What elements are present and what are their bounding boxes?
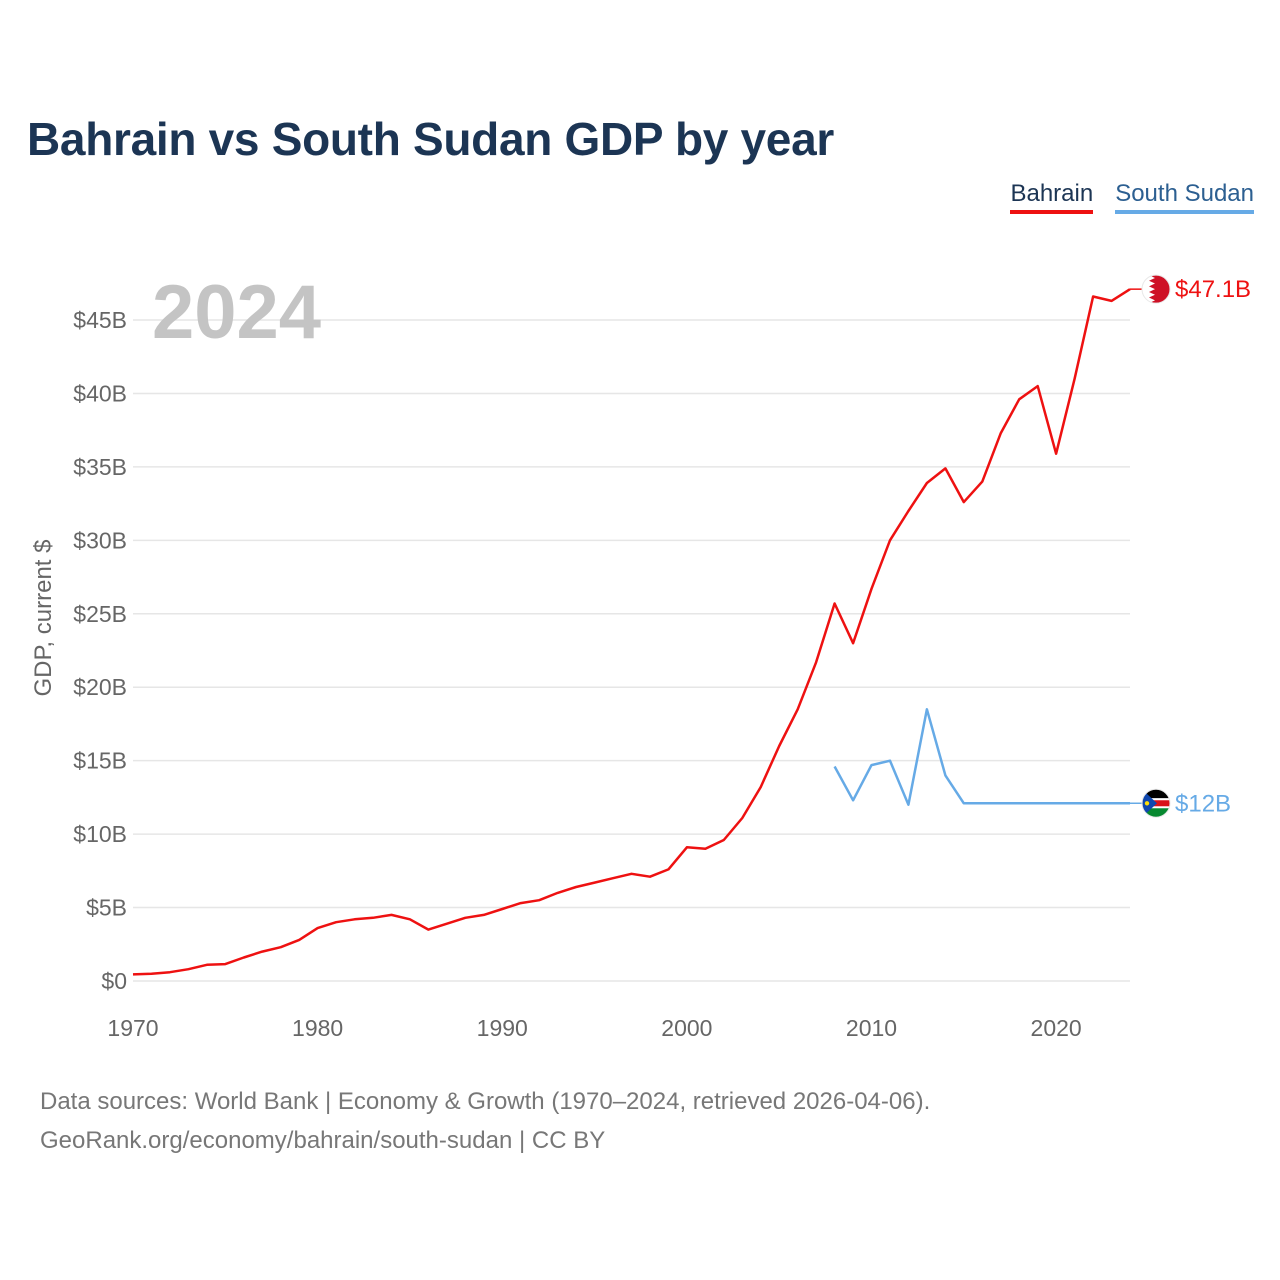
footer-source: Data sources: World Bank | Economy & Gro…	[40, 1088, 931, 1115]
year-watermark: 2024	[152, 270, 321, 355]
footer: Data sources: World Bank | Economy & Gro…	[40, 1082, 930, 1160]
series-line-south-sudan	[833, 708, 1130, 806]
y-tick-label: $10B	[73, 821, 127, 847]
x-tick-label: 1970	[107, 1015, 158, 1041]
y-tick-label: $25B	[73, 601, 127, 627]
y-axis-label: GDP, current $	[30, 540, 57, 697]
end-value-label-bahrain: $47.1B	[1175, 276, 1251, 303]
y-tick-label: $20B	[73, 674, 127, 700]
flag-bahrain-icon	[1142, 275, 1170, 304]
y-tick-label: $15B	[73, 748, 127, 774]
grid-lines	[133, 319, 1130, 982]
flag-south-sudan-icon	[1142, 789, 1170, 818]
legend-item-south-sudan[interactable]: South Sudan	[1115, 180, 1254, 214]
y-tick-label: $5B	[86, 895, 127, 921]
y-tick-label: $0	[101, 968, 127, 994]
y-tick-label: $45B	[73, 307, 127, 333]
footer-credit: GeoRank.org/economy/bahrain/south-sudan …	[40, 1127, 606, 1154]
y-axis-ticks: $0 $5B $10B $15B $20B $25B $30B $35B $40B $45B	[73, 307, 127, 994]
x-tick-label: 1980	[292, 1015, 343, 1041]
legend-item-bahrain[interactable]: Bahrain	[1010, 180, 1094, 214]
y-tick-label: $40B	[73, 380, 127, 406]
series-line-bahrain	[132, 288, 1131, 976]
x-tick-label: 1990	[477, 1015, 528, 1041]
chart-title: Bahrain vs South Sudan GDP by year	[27, 113, 834, 165]
y-tick-label: $35B	[73, 454, 127, 480]
y-tick-label: $30B	[73, 527, 127, 553]
legend: Bahrain South Sudan	[1010, 180, 1254, 214]
end-value-label-south-sudan: $12B	[1175, 790, 1231, 817]
x-tick-label: 2020	[1031, 1015, 1082, 1041]
series-lines	[132, 288, 1131, 976]
x-axis-ticks: 1970 1980 1990 2000 2010 2020	[107, 1015, 1081, 1041]
series-end-markers: $47.1B $12B	[1130, 274, 1251, 818]
x-tick-label: 2010	[846, 1015, 897, 1041]
x-tick-label: 2000	[661, 1015, 712, 1041]
